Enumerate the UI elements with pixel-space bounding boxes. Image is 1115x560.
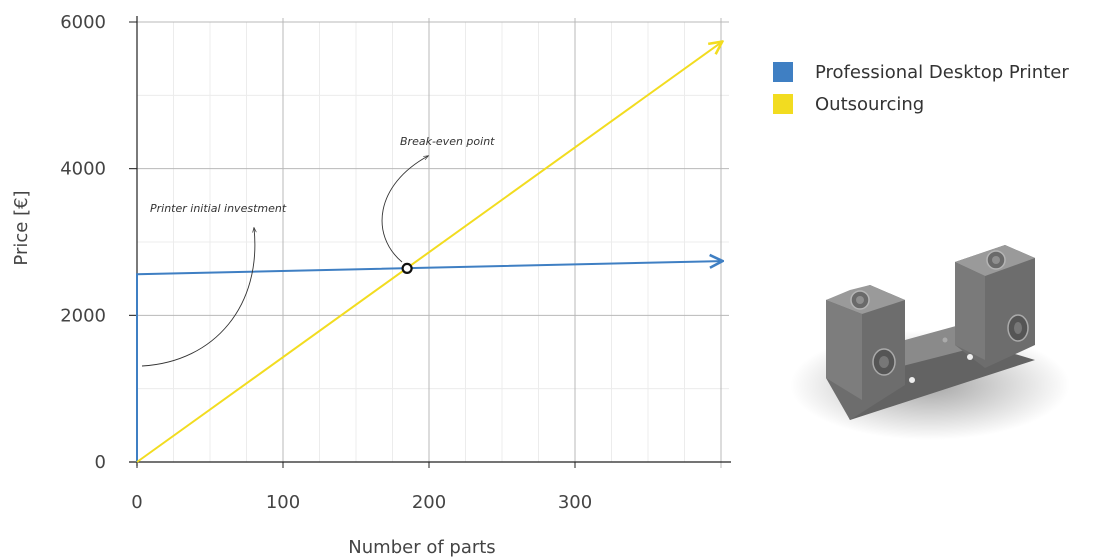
minor-grid bbox=[137, 22, 729, 462]
annotation-break-even: Break-even point bbox=[400, 135, 495, 148]
y-tick-label: 6000 bbox=[60, 12, 106, 33]
tick-labels: 0 100 200 300 0 2000 4000 6000 bbox=[60, 12, 592, 513]
x-tick-label: 0 bbox=[131, 492, 142, 513]
legend-item-outsourcing: Outsourcing bbox=[773, 90, 1069, 118]
legend-item-printer: Professional Desktop Printer bbox=[773, 58, 1069, 86]
annotation-break-even-arrow bbox=[381, 156, 428, 263]
break-even-marker bbox=[401, 262, 413, 274]
x-axis-title: Number of parts bbox=[348, 537, 495, 558]
legend: Professional Desktop Printer Outsourcing bbox=[773, 58, 1069, 122]
y-tick-label: 2000 bbox=[60, 305, 106, 326]
x-tick-label: 300 bbox=[558, 492, 592, 513]
y-tick-label: 4000 bbox=[60, 159, 106, 180]
major-grid bbox=[129, 18, 729, 468]
y-axis-title: Price [€] bbox=[11, 190, 32, 265]
legend-label-printer: Professional Desktop Printer bbox=[815, 61, 1069, 83]
series-line-outsourcing bbox=[136, 43, 721, 463]
annotation-initial-investment: Printer initial investment bbox=[150, 202, 287, 215]
x-tick-label: 100 bbox=[266, 492, 300, 513]
series-layer bbox=[136, 43, 721, 463]
legend-swatch-printer bbox=[773, 62, 793, 82]
annotation-initial-investment-arrow bbox=[141, 228, 255, 367]
series-line-printer bbox=[136, 261, 721, 462]
x-tick-label: 200 bbox=[412, 492, 446, 513]
legend-label-outsourcing: Outsourcing bbox=[815, 93, 925, 115]
y-tick-label: 0 bbox=[95, 452, 106, 473]
legend-swatch-outsourcing bbox=[773, 94, 793, 114]
bracket-part-3d-render bbox=[790, 245, 1070, 440]
